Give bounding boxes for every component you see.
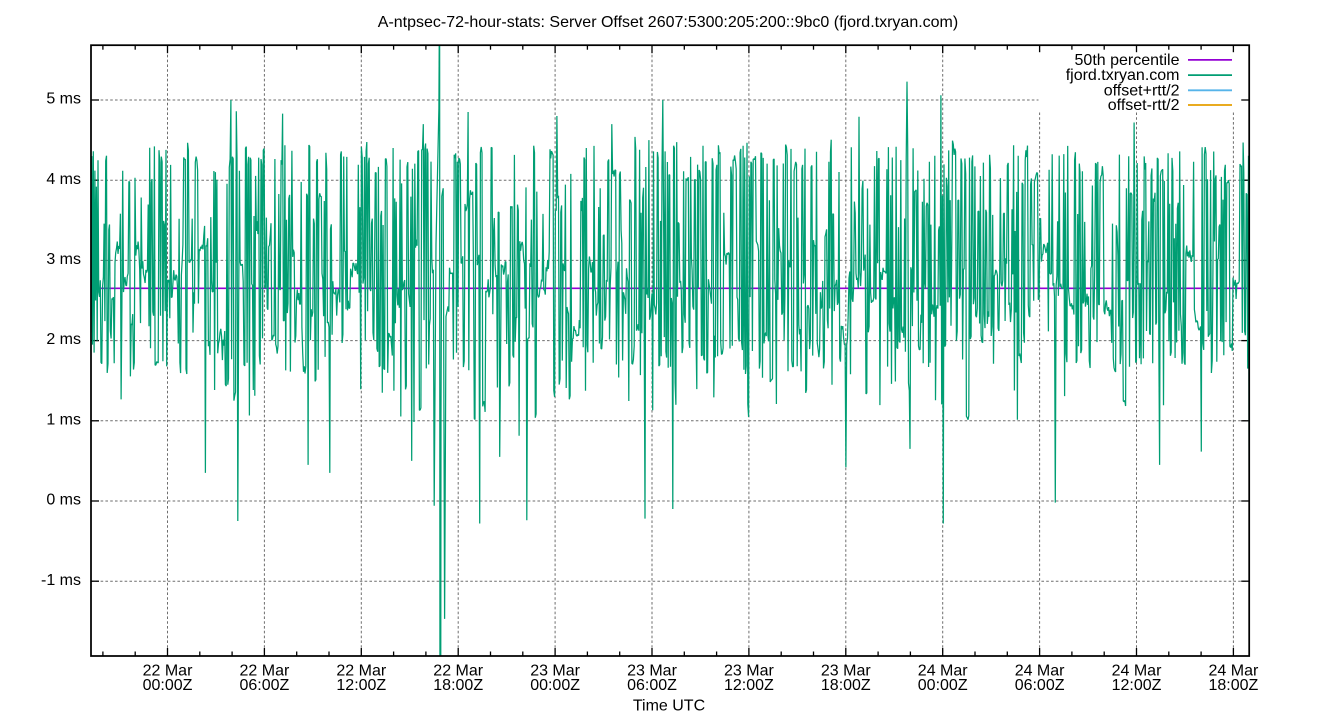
svg-text:22 Mar: 22 Mar [240, 663, 290, 680]
svg-text:12:00Z: 12:00Z [336, 677, 386, 694]
svg-text:06:00Z: 06:00Z [1015, 677, 1065, 694]
svg-text:23 Mar: 23 Mar [530, 663, 580, 680]
svg-text:fjord.txryan.com: fjord.txryan.com [1066, 67, 1180, 84]
svg-text:24 Mar: 24 Mar [1209, 663, 1259, 680]
svg-text:offset+rtt/2: offset+rtt/2 [1104, 82, 1180, 99]
svg-text:24 Mar: 24 Mar [1015, 663, 1065, 680]
svg-text:2 ms: 2 ms [46, 331, 81, 348]
svg-text:23 Mar: 23 Mar [724, 663, 774, 680]
svg-text:22 Mar: 22 Mar [143, 663, 193, 680]
svg-text:00:00Z: 00:00Z [143, 677, 193, 694]
svg-text:3 ms: 3 ms [46, 251, 81, 268]
svg-text:22 Mar: 22 Mar [336, 663, 386, 680]
svg-text:4 ms: 4 ms [46, 171, 81, 188]
svg-text:A-ntpsec-72-hour-stats: Server: A-ntpsec-72-hour-stats: Server Offset 26… [378, 14, 958, 31]
svg-text:24 Mar: 24 Mar [918, 663, 968, 680]
svg-text:offset-rtt/2: offset-rtt/2 [1108, 97, 1180, 114]
svg-text:18:00Z: 18:00Z [433, 677, 483, 694]
svg-text:18:00Z: 18:00Z [821, 677, 871, 694]
svg-text:23 Mar: 23 Mar [821, 663, 871, 680]
svg-text:22 Mar: 22 Mar [433, 663, 483, 680]
svg-text:00:00Z: 00:00Z [530, 677, 580, 694]
svg-text:00:00Z: 00:00Z [918, 677, 968, 694]
svg-text:23 Mar: 23 Mar [627, 663, 677, 680]
svg-text:-1 ms: -1 ms [41, 572, 81, 589]
svg-text:18:00Z: 18:00Z [1208, 677, 1258, 694]
svg-text:1 ms: 1 ms [46, 411, 81, 428]
svg-text:5 ms: 5 ms [46, 91, 81, 108]
svg-text:12:00Z: 12:00Z [724, 677, 774, 694]
svg-text:06:00Z: 06:00Z [627, 677, 677, 694]
svg-text:06:00Z: 06:00Z [239, 677, 289, 694]
svg-text:0 ms: 0 ms [46, 492, 81, 509]
svg-text:12:00Z: 12:00Z [1112, 677, 1162, 694]
svg-text:24 Mar: 24 Mar [1112, 663, 1162, 680]
svg-text:Time UTC: Time UTC [633, 698, 705, 715]
svg-text:50th percentile: 50th percentile [1075, 52, 1180, 69]
